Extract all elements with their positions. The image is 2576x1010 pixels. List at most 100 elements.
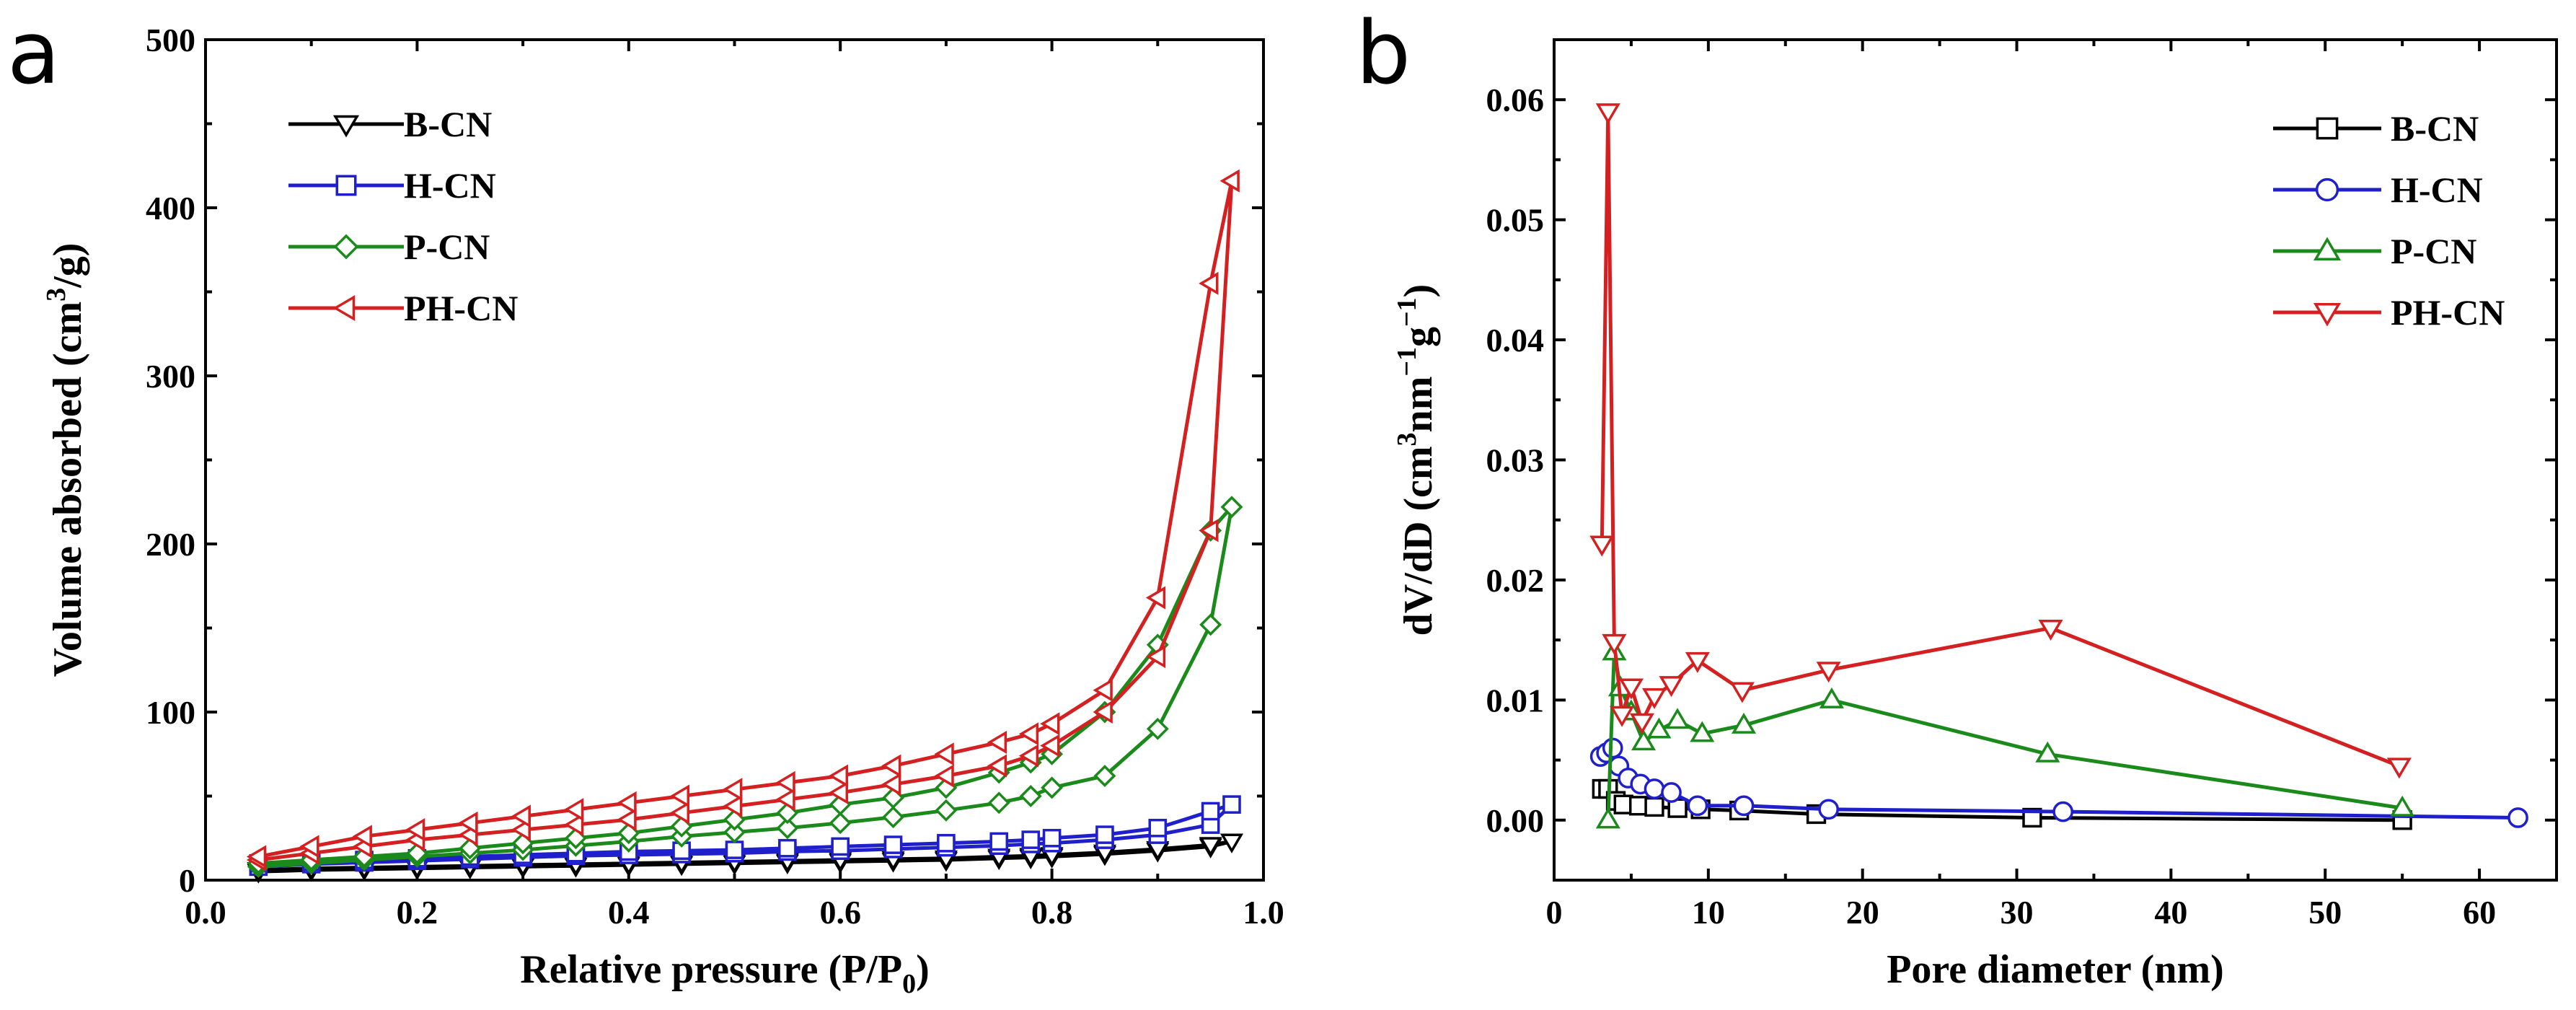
panel-a-data-point-p-cn <box>1041 776 1064 799</box>
panel-a-data-point-h-cn <box>1201 802 1220 821</box>
panel-a-xtick-label: 0.8 <box>1031 894 1073 931</box>
panel-b-data-point-h-cn <box>1733 795 1755 817</box>
panel-a-data-point-b-cn <box>1199 837 1222 857</box>
panel-a-data-point-p-cn <box>987 791 1010 814</box>
panel-a-y-axis-title: Volume absorbed (cm3/g) <box>41 243 90 677</box>
panel-a-x-axis-title: Relative pressure (P/P0) <box>520 947 929 999</box>
panel-b-data-point-p-cn <box>1646 717 1672 739</box>
panel-b-series-line-ph-cn <box>1600 110 2400 768</box>
panel-a-data-point-ph-cn <box>934 764 954 788</box>
panel-b-legend-marker-ph-cn <box>2313 303 2342 327</box>
panel-b-data-point-ph-cn <box>2386 758 2412 779</box>
panel-a-data-point-p-cn <box>1220 496 1243 519</box>
panel-a-series-p-cn <box>247 496 1243 878</box>
panel-a-data-point-h-cn <box>937 833 956 853</box>
panel-a-data-point-ph-cn <box>1219 169 1240 193</box>
panel-a-data-point-ph-cn <box>563 813 584 837</box>
panel-a-legend-label-ph-cn: PH-CN <box>404 288 518 328</box>
panel-b-xtick-label: 0 <box>1546 894 1563 931</box>
panel-a-data-point-ph-cn <box>1018 722 1039 746</box>
panel-b-data-point-b-cn <box>2022 807 2042 828</box>
panel-a-legend-label-p-cn: P-CN <box>404 227 490 267</box>
panel-b-series-line-p-cn <box>1606 650 2403 820</box>
panel-b-data-point-ph-cn <box>1659 676 1684 698</box>
panel-a-data-point-ph-cn <box>934 742 954 766</box>
panel-a-series-ph-cn <box>246 169 1240 872</box>
panel-b-data-point-ph-cn <box>1729 682 1755 703</box>
panel-b-ytick-label: 0.02 <box>1486 562 1545 599</box>
panel-b-data-point-ph-cn <box>1589 535 1615 557</box>
panel-a-data-point-ph-cn <box>1145 586 1166 610</box>
panel-a-xtick-label: 0.2 <box>397 894 438 931</box>
panel-a-data-point-ph-cn <box>563 798 584 822</box>
panel-a-data-point-p-cn <box>935 799 958 822</box>
panel-a-data-point-ph-cn <box>881 754 901 778</box>
panel-a-series-line-ph-cn <box>257 179 1234 862</box>
panel-b-xtick-label: 60 <box>2463 894 2496 931</box>
panel-a-data-point-ph-cn <box>987 754 1007 778</box>
panel-a-xtick-label: 0.4 <box>608 894 650 931</box>
panel-a-data-point-h-cn <box>1042 828 1062 848</box>
panel-a-data-point-ph-cn <box>352 825 372 848</box>
panel-b-data-point-p-cn <box>1819 687 1844 708</box>
panel-a-data-point-p-cn <box>829 812 852 835</box>
panel-b-data-point-ph-cn <box>1602 633 1627 655</box>
panel-b-data-point-ph-cn <box>1685 651 1710 673</box>
panel-b-ytick-label: 0.06 <box>1486 82 1545 118</box>
panel-b-data-point-h-cn <box>2052 801 2074 822</box>
panel-a-xtick-label: 0.0 <box>185 894 226 931</box>
panel-a-data-point-p-cn <box>882 806 905 829</box>
panel-a-legend: B-CN H-CN P-CN PH-CN <box>288 104 518 328</box>
panel-a-legend-marker-h-cn <box>335 175 357 196</box>
panel-a-data-point-ph-cn <box>669 784 689 808</box>
panel-a-data-point-ph-cn <box>775 788 795 812</box>
panel-a-data-point-ph-cn <box>1018 744 1039 768</box>
panel-a-data-point-h-cn <box>989 832 1009 851</box>
panel-a-data-point-p-cn <box>1019 785 1042 807</box>
panel-b-data-point-b-cn <box>1644 796 1664 817</box>
panel-a-data-point-ph-cn <box>1040 712 1060 736</box>
panel-b-data-point-ph-cn <box>1618 678 1644 700</box>
panel-a-data-point-ph-cn <box>1093 678 1113 702</box>
panel-b-pore-distribution-chart: 0 10 20 30 40 50 60 0.00 0.01 0.02 0.03 0.04 0.05 0.0… <box>1356 4 2558 992</box>
panel-a-ytick-label: 500 <box>146 22 195 58</box>
panel-a-data-point-ph-cn <box>617 808 637 832</box>
panel-b-data-point-h-cn <box>1818 799 1839 820</box>
panel-a-ytick-label: 0 <box>179 862 195 899</box>
panel-b-legend-label-h-cn: H-CN <box>2391 170 2483 210</box>
panel-b-xtick-label: 30 <box>2001 894 2034 931</box>
panel-b-legend: B-CN H-CN P-CN PH-CN <box>2273 108 2505 333</box>
panel-b-data-point-h-cn <box>1687 795 1708 817</box>
panel-a-data-point-ph-cn <box>723 778 743 802</box>
panel-b-data-point-h-cn <box>1661 782 1682 803</box>
panel-b-legend-marker-b-cn <box>2316 117 2339 140</box>
panel-a-data-point-p-cn <box>776 817 799 840</box>
panel-b-data-point-ph-cn <box>2038 619 2063 641</box>
panel-a-data-point-h-cn <box>831 837 850 856</box>
panel-b-series-p-cn <box>1595 639 2415 829</box>
panel-b-data-point-ph-cn <box>1610 706 1635 727</box>
panel-a-legend-marker-ph-cn <box>332 294 356 322</box>
panel-b-data-point-p-cn <box>1631 729 1657 751</box>
panel-a-data-point-h-cn <box>1148 818 1168 838</box>
panel-b-x-axis-title: Pore diameter (nm) <box>1887 947 2224 992</box>
panel-a-data-point-ph-cn <box>775 770 795 794</box>
panel-a-data-point-p-cn <box>1146 717 1169 740</box>
panel-b-data-point-p-cn <box>2035 741 2060 763</box>
panel-a-data-point-h-cn <box>883 835 903 854</box>
panel-b-ytick-label: 0.03 <box>1486 442 1545 479</box>
panel-b-xtick-label: 20 <box>1846 894 1879 931</box>
panel-a-ytick-label: 200 <box>146 526 195 563</box>
panel-a-data-point-p-cn <box>1093 765 1116 788</box>
panel-a-data-point-ph-cn <box>1199 271 1219 295</box>
panel-a-data-point-ph-cn <box>828 764 849 788</box>
panel-b-ytick-label: 0.04 <box>1486 322 1545 359</box>
panel-a-legend-label-h-cn: H-CN <box>404 165 496 206</box>
panel-a-data-point-h-cn <box>725 840 744 859</box>
panel-a-xtick-label: 0.6 <box>819 894 861 931</box>
panel-a-data-point-ph-cn <box>405 818 425 842</box>
panel-b-data-point-ph-cn <box>1816 662 1841 683</box>
panel-a-data-point-b-cn <box>1219 833 1244 853</box>
panel-b-ytick-label: 0.01 <box>1486 682 1545 719</box>
panel-a-data-point-ph-cn <box>1199 519 1219 543</box>
